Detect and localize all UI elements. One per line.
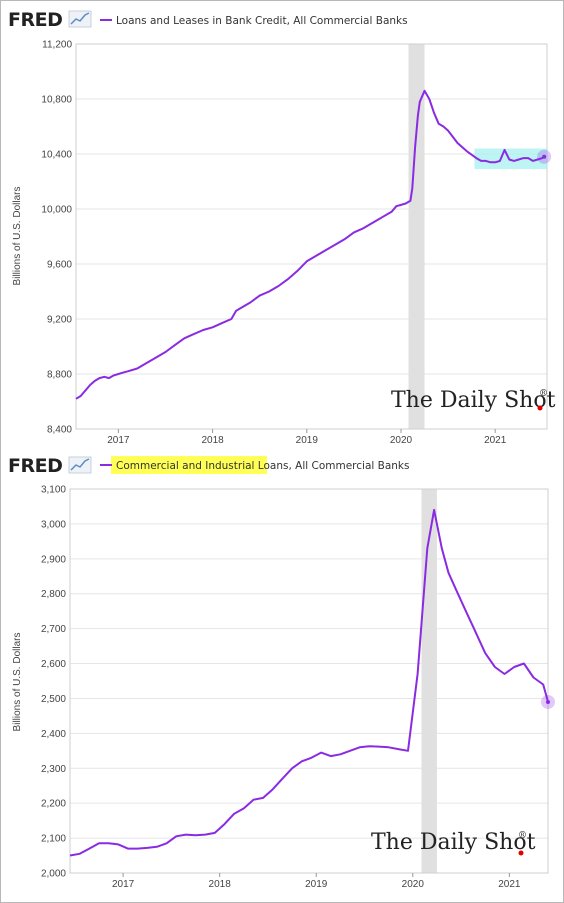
plot-border xyxy=(69,488,549,874)
y-tick-label: 10,800 xyxy=(41,95,72,106)
recession-shading xyxy=(408,44,425,429)
watermark-reg: ® xyxy=(539,389,548,399)
legend-highlight xyxy=(111,456,267,474)
y-tick-label: 2,600 xyxy=(41,659,66,670)
y-tick-label: 11,200 xyxy=(42,40,72,51)
y-tick-label: 10,000 xyxy=(41,205,72,216)
y-tick-label: 3,100 xyxy=(41,485,66,496)
daily-shot-watermark: The Daily Shot ® xyxy=(371,830,536,856)
fred-logo: FRED xyxy=(8,455,92,477)
highlight-box xyxy=(474,148,547,170)
x-tick-label: 2019 xyxy=(305,879,328,890)
watermark-reg: ® xyxy=(518,831,527,841)
x-tick-label: 2021 xyxy=(484,435,507,446)
fred-logo-text: FRED xyxy=(8,9,62,31)
y-tick-label: 2,500 xyxy=(41,694,66,705)
y-tick-label: 8,800 xyxy=(47,370,72,381)
y-tick-label: 8,400 xyxy=(47,425,72,436)
x-tick-label: 2020 xyxy=(402,879,425,890)
x-tick-label: 2017 xyxy=(107,435,130,446)
last-point-marker xyxy=(546,699,550,704)
y-tick-label: 2,100 xyxy=(41,834,66,845)
x-tick-label: 2019 xyxy=(296,435,319,446)
y-tick-label: 10,400 xyxy=(41,150,72,161)
x-tick-label: 2018 xyxy=(209,879,232,890)
fred-chart-icon-line xyxy=(70,458,90,471)
series-line xyxy=(75,89,545,400)
plot-area: 8,400 8,800 9,200 9,600 10,000 10,400 10,800 11… xyxy=(41,40,552,446)
daily-shot-watermark: The Daily Shot ® xyxy=(391,388,556,413)
y-tick-label: 2,300 xyxy=(41,764,66,775)
recession-shading xyxy=(421,489,437,873)
plot-area: 2,000 2,100 2,200 2,300 2,400 2,500 2,600 2,700… xyxy=(41,485,555,890)
watermark-red-dot xyxy=(518,850,524,856)
x-tick-label: 2021 xyxy=(498,879,521,890)
x-tick-label: 2020 xyxy=(390,435,413,446)
y-tick-label: 9,600 xyxy=(47,260,72,271)
x-tick-label: 2017 xyxy=(112,879,135,890)
y-tick-label: 3,000 xyxy=(41,519,66,530)
x-tick-label: 2018 xyxy=(201,435,224,446)
y-tick-label: 2,200 xyxy=(41,799,66,810)
watermark-text: The Daily Shot xyxy=(371,830,536,855)
y-axis-label: Billions of U.S. Dollars xyxy=(12,187,23,286)
legend: Commercial and Industrial Loans, All Com… xyxy=(100,456,409,474)
y-tick-label: 9,200 xyxy=(47,315,72,326)
legend-label: Loans and Leases in Bank Credit, All Com… xyxy=(116,15,408,27)
y-tick-label: 2,400 xyxy=(41,729,66,740)
legend-label: Commercial and Industrial Loans, All Com… xyxy=(116,460,409,472)
last-point-marker xyxy=(542,154,547,159)
y-axis-label: Billions of U.S. Dollars xyxy=(12,633,23,732)
chart-1-loans-and-leases: FRED Loans and Leases in Bank Credit, Al… xyxy=(8,9,556,446)
plot-border xyxy=(75,43,548,430)
watermark-red-dot xyxy=(537,405,543,411)
y-tick-label: 2,700 xyxy=(41,624,66,635)
y-tick-label: 2,800 xyxy=(41,589,66,600)
fred-logo: FRED xyxy=(8,9,92,31)
series-line xyxy=(69,508,549,857)
watermark-text: The Daily Shot xyxy=(391,388,556,413)
chart-2-commercial-industrial-loans: FRED Commercial and Industrial Loans, Al… xyxy=(8,455,555,890)
fred-logo-text: FRED xyxy=(8,455,62,477)
legend: Loans and Leases in Bank Credit, All Com… xyxy=(100,15,408,27)
y-tick-label: 2,000 xyxy=(41,869,66,880)
fred-chart-icon-line xyxy=(70,12,90,25)
y-tick-label: 2,900 xyxy=(41,554,66,565)
